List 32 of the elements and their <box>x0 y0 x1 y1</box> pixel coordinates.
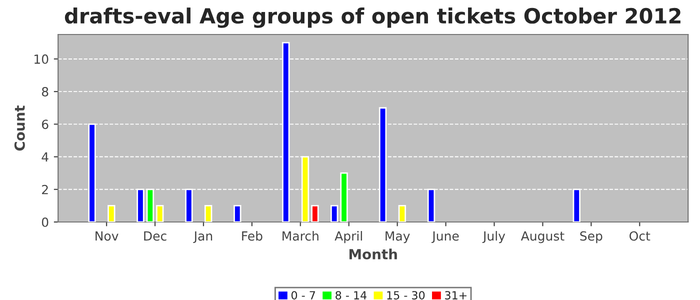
y-tick-label: 0 <box>42 217 48 227</box>
x-tick-label: Oct <box>630 231 650 241</box>
y-axis-title: Count <box>14 105 25 151</box>
x-tick-label: Dec <box>144 231 166 241</box>
bar <box>398 205 406 222</box>
bar <box>234 205 242 222</box>
chart-title: drafts-eval Age groups of open tickets October 2012 <box>64 8 680 28</box>
bar <box>311 205 319 222</box>
x-tick-label: July <box>482 231 506 244</box>
x-tick-label: April <box>334 231 362 244</box>
legend-label: 8 - 14 <box>336 291 366 300</box>
bar <box>108 205 116 222</box>
legend-label: 0 - 7 <box>291 291 315 300</box>
x-axis-title: Month <box>349 248 397 260</box>
y-tick-label: 8 <box>42 87 48 96</box>
legend-label: 31+ <box>445 291 467 300</box>
bar <box>204 205 212 222</box>
x-tick-label: August <box>520 231 564 244</box>
y-tick-label: 4 <box>42 152 48 162</box>
bar <box>330 205 338 222</box>
y-tick-label: 10 <box>34 54 48 64</box>
x-tick-label: Sep <box>580 231 602 244</box>
x-tick-label: Nov <box>96 231 118 241</box>
bar <box>156 205 164 222</box>
legend-label: 15 - 30 <box>387 291 425 300</box>
y-tick-label: 6 <box>42 120 48 130</box>
y-tick-label: 2 <box>42 184 48 194</box>
x-tick-label: May <box>386 231 410 244</box>
x-tick-label: March <box>282 231 318 241</box>
x-tick-label: Jan <box>193 231 212 244</box>
x-tick-label: Feb <box>242 231 262 241</box>
x-tick-label: June <box>432 231 459 244</box>
